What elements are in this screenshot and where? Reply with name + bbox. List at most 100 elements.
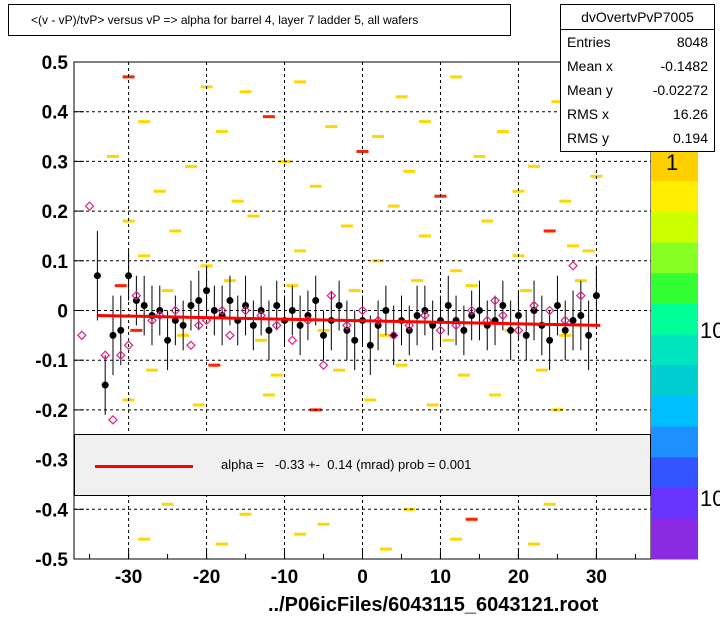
y-tick-label: 0.4: [42, 103, 69, 124]
color-scale-cell: [651, 405, 698, 417]
heatmap-cell: [255, 338, 268, 342]
x-tick-label: 10: [430, 567, 451, 588]
stats-row-mean-y: Mean y -0.02272: [561, 78, 714, 102]
y-tick-label: -0.3: [35, 451, 68, 472]
heatmap-cell: [114, 284, 127, 288]
fit-line: [97, 313, 601, 327]
data-point: [374, 321, 382, 329]
color-scale-cell: [651, 456, 698, 468]
pink-point: [131, 290, 142, 301]
x-tick-label: -20: [193, 567, 220, 588]
data-point: [405, 326, 413, 334]
x-tick-label: 30: [586, 567, 607, 588]
heatmap-cell: [325, 125, 338, 129]
color-scale-cell: [651, 170, 698, 182]
pink-point: [575, 290, 586, 301]
heatmap-cell: [551, 408, 564, 412]
data-point: [179, 321, 187, 329]
y-tick-label: 0.3: [42, 152, 68, 173]
heatmap-cell: [262, 115, 275, 119]
data-point: [413, 311, 421, 319]
color-scale-cell: [651, 538, 698, 550]
heatmap-cell: [496, 130, 509, 134]
data-point: [585, 331, 593, 339]
zaxis-label-1: 1: [666, 150, 679, 175]
pink-point: [357, 305, 368, 316]
heatmap-cell: [543, 502, 556, 506]
color-scale-cell: [651, 180, 698, 192]
heatmap-cell: [216, 130, 229, 134]
data-point: [522, 331, 530, 339]
color-scale-cell: [651, 160, 698, 171]
data-point: [132, 297, 140, 305]
x-tick-label: 20: [508, 567, 529, 588]
pink-point: [154, 310, 165, 321]
pink-point: [404, 320, 415, 331]
heatmap-cell: [379, 547, 392, 551]
data-point: [561, 326, 569, 334]
color-scale-cell: [651, 242, 698, 253]
data-point: [273, 302, 281, 310]
y-tick-label: 0: [57, 302, 68, 323]
stats-row-mean-x: Mean x -0.1482: [561, 54, 714, 78]
fit-legend-line: [95, 465, 193, 468]
heatmap-cell: [535, 368, 548, 372]
stats-label: Mean y: [567, 82, 613, 98]
y-tick-label: -0.2: [35, 401, 68, 422]
pink-point: [529, 300, 539, 311]
color-scale-cell: [651, 201, 698, 212]
heatmap-cell: [184, 164, 197, 168]
pink-point: [435, 325, 446, 336]
data-point: [499, 302, 507, 310]
data-point: [468, 311, 476, 319]
pink-point: [568, 260, 578, 271]
data-point: [312, 297, 320, 305]
data-point: [265, 326, 273, 334]
heatmap-cell: [192, 403, 205, 407]
heatmap-cell: [262, 393, 275, 397]
color-scale-cell: [651, 354, 698, 366]
color-scale-cell: [651, 528, 698, 540]
heatmap-cell: [356, 149, 369, 153]
color-scale-cell: [651, 221, 698, 233]
heatmap-cell: [403, 169, 416, 173]
data-point: [390, 331, 398, 339]
heatmap-cell: [567, 244, 580, 248]
heatmap-cell: [145, 368, 158, 372]
pink-point: [466, 305, 477, 316]
heatmap-cell: [138, 120, 151, 124]
data-point: [460, 326, 468, 334]
heatmap-cell: [418, 120, 431, 124]
data-point: [203, 287, 211, 295]
data-point: [242, 302, 250, 310]
color-scale-cell: [651, 518, 698, 529]
stats-value: 0.194: [672, 130, 708, 146]
pink-point: [100, 350, 111, 361]
pink-point: [123, 340, 134, 351]
pink-point: [513, 325, 524, 336]
y-tick-label: 0.2: [42, 202, 68, 223]
pink-point: [193, 320, 204, 331]
heatmap-cell: [364, 398, 377, 402]
pink-point: [76, 330, 87, 341]
heatmap-cell: [169, 229, 182, 233]
pink-point: [147, 315, 157, 326]
heatmap-cell: [582, 249, 595, 253]
color-scale-cell: [651, 150, 698, 161]
color-scale-cell: [651, 262, 698, 274]
x-tick-label: -30: [115, 567, 142, 588]
color-scale-cell: [651, 303, 698, 315]
heatmap-cell: [528, 542, 541, 546]
heatmap-cell: [294, 80, 307, 84]
pink-point: [186, 340, 196, 351]
data-point: [296, 321, 304, 329]
data-point: [117, 326, 125, 334]
heatmap-cell: [309, 184, 322, 188]
heatmap-cell: [317, 522, 330, 526]
color-scale-cell: [651, 364, 698, 376]
pink-point: [373, 315, 383, 326]
heatmap-cell: [551, 100, 564, 104]
data-point: [125, 272, 133, 280]
heatmap-cell: [106, 154, 119, 158]
color-scale-cell: [651, 293, 698, 304]
